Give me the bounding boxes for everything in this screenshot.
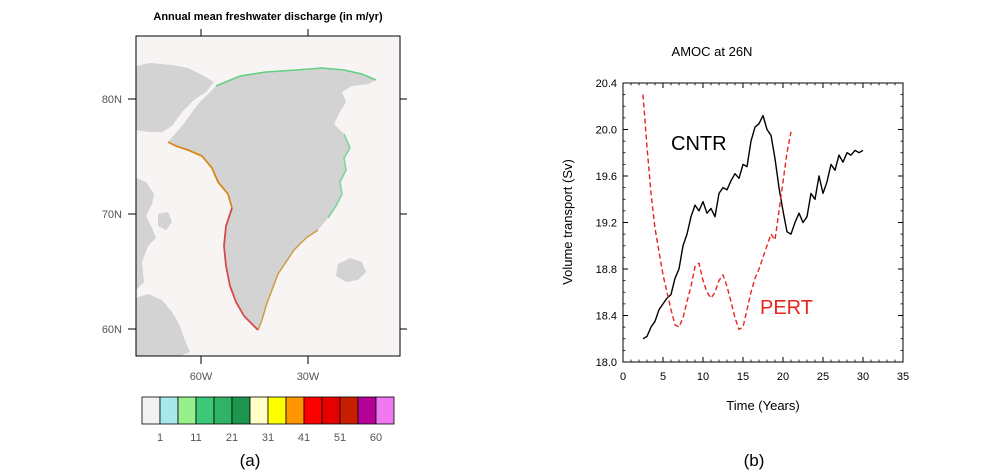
line-chart-panel: AMOC at 26N Volume transport (Sv) Time (… [560, 44, 909, 470]
colorbar-swatch [375, 396, 395, 425]
colorbar-swatch [213, 396, 233, 425]
x-tick-label: 25 [817, 371, 829, 383]
colorbar-swatch [141, 396, 161, 425]
x-tick-label: 15 [737, 371, 749, 383]
plot-frame [622, 82, 904, 363]
series-line-pert [642, 94, 792, 331]
colorbar-swatch [231, 396, 251, 425]
map-title: Annual mean freshwater discharge (in m/y… [153, 11, 383, 23]
map-tickmarks [128, 29, 407, 364]
y-tick-label: 20.4 [596, 78, 617, 90]
panel-label-a: (a) [240, 451, 261, 470]
colorbar-label-11: 11 [190, 432, 201, 444]
series-layer [642, 94, 864, 340]
lat-label-70n: 70N [102, 209, 122, 221]
y-tick-label: 19.6 [596, 171, 617, 183]
discharge-west-coast [167, 141, 233, 209]
lon-label-60w: 60W [190, 371, 213, 383]
annotation-cntr: CNTR [671, 133, 727, 155]
map-frame [135, 35, 401, 357]
y-tick-label: 20.0 [596, 125, 617, 137]
x-tick-label: 0 [620, 371, 626, 383]
colorbar-swatch [357, 396, 377, 425]
iceland-land [336, 258, 366, 282]
x-tick-label: 30 [857, 371, 869, 383]
labrador-land [136, 294, 190, 356]
y-tick-label: 18.4 [596, 311, 617, 323]
annotation-pert: PERT [760, 297, 813, 319]
greenland-land [168, 68, 376, 330]
x-tick-label: 20 [777, 371, 789, 383]
baffin-small-land [158, 212, 172, 230]
colorbar-label-60: 60 [370, 432, 382, 444]
y-axis-ticks: 18.0 18.4 18.8 19.2 19.6 20.0 20.4 [596, 78, 903, 369]
colorbar-swatch [339, 396, 359, 425]
lon-label-30w: 30W [297, 371, 320, 383]
colorbar-label-21: 21 [226, 432, 238, 444]
canada-north-land [136, 63, 214, 132]
colorbar-swatch [267, 396, 287, 425]
x-tick-label: 5 [660, 371, 666, 383]
discharge-north-coast [215, 67, 377, 87]
panel-label-b: (b) [744, 451, 765, 470]
lat-label-80n: 80N [102, 94, 122, 106]
colorbar-swatch [285, 396, 305, 425]
map-land [136, 63, 376, 356]
colorbar [141, 396, 395, 425]
lat-label-60n: 60N [102, 324, 122, 336]
colorbar-label-51: 51 [334, 432, 346, 444]
baffin-land [136, 178, 156, 290]
colorbar-swatch [321, 396, 341, 425]
map-panel: Annual mean freshwater discharge (in m/y… [102, 11, 407, 470]
colorbar-label-1: 1 [157, 432, 163, 444]
y-axis-label: Volume transport (Sv) [560, 159, 575, 285]
discharge-east-coast [327, 133, 351, 219]
y-tick-label: 18.0 [596, 357, 617, 369]
colorbar-label-31: 31 [262, 432, 274, 444]
x-tick-label: 35 [897, 371, 909, 383]
colorbar-label-41: 41 [298, 432, 310, 444]
x-axis-label: Time (Years) [726, 398, 799, 413]
chart-title: AMOC at 26N [672, 44, 753, 59]
discharge-southwest-coast [223, 207, 259, 331]
colorbar-swatch [249, 396, 269, 425]
discharge-southeast-coast [257, 229, 319, 331]
x-axis-ticks: 0 5 10 15 20 25 30 35 [620, 83, 909, 383]
labrador-small-land [152, 330, 162, 344]
series-line-cntr [642, 114, 864, 340]
x-tick-label: 10 [697, 371, 709, 383]
colorbar-swatch [177, 396, 197, 425]
y-tick-label: 18.8 [596, 264, 617, 276]
colorbar-swatch [195, 396, 215, 425]
y-tick-label: 19.2 [596, 218, 617, 230]
colorbar-swatch [303, 396, 323, 425]
colorbar-swatch [159, 396, 179, 425]
